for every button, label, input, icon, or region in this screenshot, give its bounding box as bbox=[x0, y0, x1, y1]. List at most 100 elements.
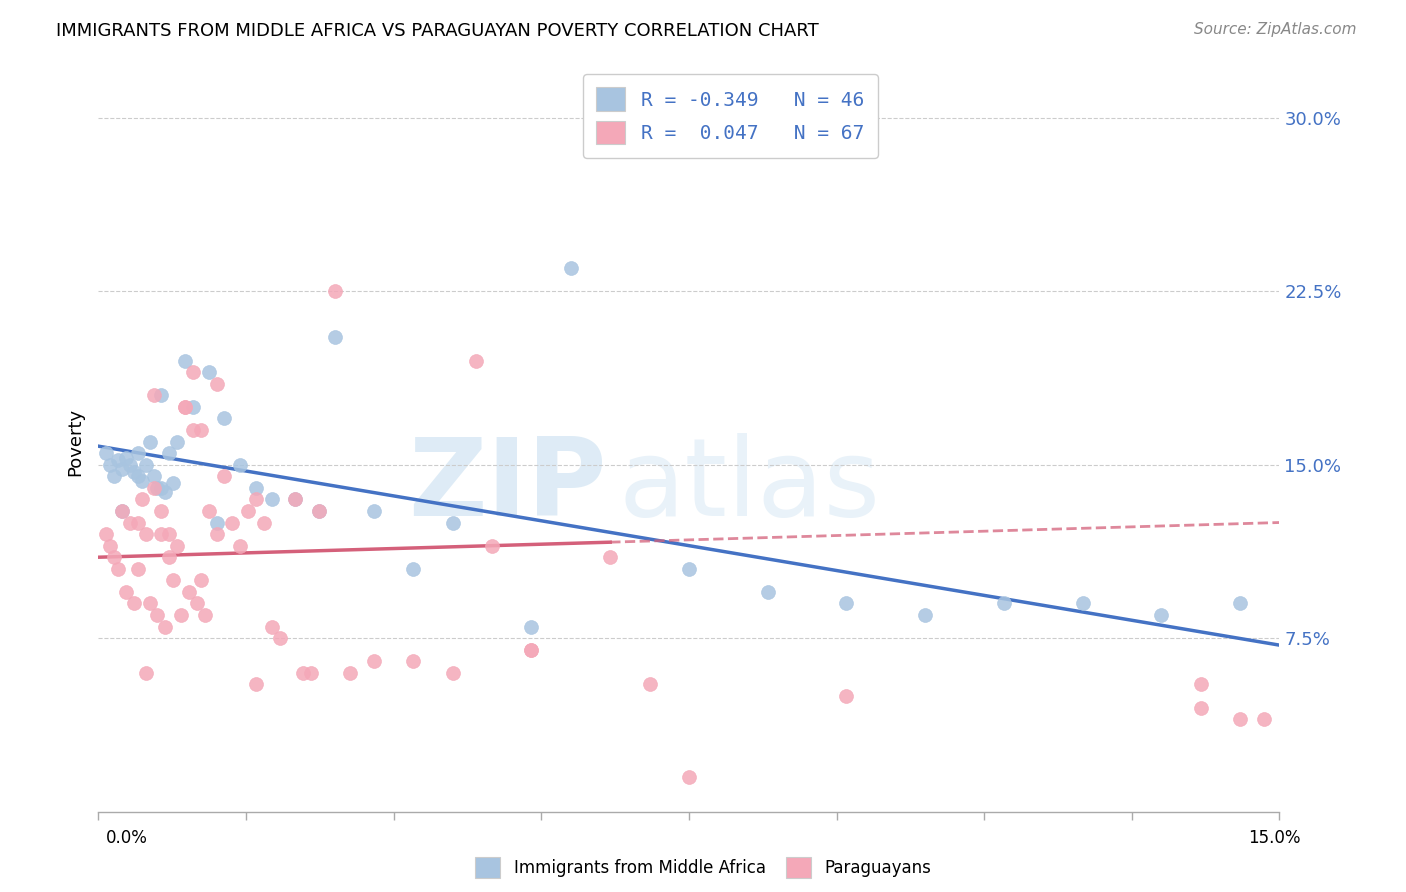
Point bbox=[1229, 712, 1251, 726]
Point bbox=[638, 677, 661, 691]
Point bbox=[299, 665, 322, 680]
Point bbox=[181, 400, 204, 414]
Point bbox=[174, 353, 197, 368]
Text: Source: ZipAtlas.com: Source: ZipAtlas.com bbox=[1194, 22, 1357, 37]
Point bbox=[142, 481, 165, 495]
Point bbox=[260, 492, 283, 507]
Point bbox=[402, 562, 425, 576]
Point bbox=[135, 665, 157, 680]
Point bbox=[599, 550, 621, 565]
Point bbox=[835, 597, 858, 611]
Point bbox=[150, 388, 173, 402]
Point bbox=[111, 504, 134, 518]
Point bbox=[323, 330, 346, 344]
Point bbox=[284, 492, 307, 507]
Point bbox=[284, 492, 307, 507]
Point bbox=[127, 446, 149, 460]
Point bbox=[402, 654, 425, 668]
Point bbox=[142, 388, 165, 402]
Point bbox=[162, 574, 184, 588]
Point bbox=[205, 376, 228, 391]
Point bbox=[993, 597, 1015, 611]
Point bbox=[756, 585, 779, 599]
Point bbox=[155, 619, 177, 633]
Point bbox=[138, 434, 160, 449]
Point bbox=[127, 562, 149, 576]
Point bbox=[181, 423, 204, 437]
Point bbox=[142, 469, 165, 483]
Point bbox=[236, 504, 259, 518]
Point bbox=[308, 504, 330, 518]
Point bbox=[96, 446, 118, 460]
Point bbox=[190, 574, 212, 588]
Point bbox=[111, 462, 134, 476]
Point bbox=[197, 504, 219, 518]
Point bbox=[190, 423, 212, 437]
Point bbox=[131, 474, 153, 488]
Point bbox=[441, 665, 464, 680]
Point bbox=[135, 458, 157, 472]
Point bbox=[323, 284, 346, 298]
Point bbox=[115, 585, 138, 599]
Point bbox=[214, 469, 236, 483]
Point bbox=[560, 260, 582, 275]
Point bbox=[127, 516, 149, 530]
Point bbox=[177, 585, 200, 599]
Point bbox=[146, 481, 169, 495]
Point bbox=[229, 539, 252, 553]
Point bbox=[150, 481, 173, 495]
Point bbox=[146, 608, 169, 623]
Point bbox=[138, 597, 160, 611]
Point bbox=[122, 465, 145, 479]
Point bbox=[214, 411, 236, 425]
Point bbox=[127, 469, 149, 483]
Point bbox=[98, 539, 121, 553]
Point bbox=[229, 458, 252, 472]
Point bbox=[520, 642, 543, 657]
Legend: Immigrants from Middle Africa, Paraguayans: Immigrants from Middle Africa, Paraguaya… bbox=[468, 851, 938, 884]
Point bbox=[363, 654, 385, 668]
Point bbox=[481, 539, 503, 553]
Point bbox=[441, 516, 464, 530]
Point bbox=[155, 485, 177, 500]
Point bbox=[520, 619, 543, 633]
Point bbox=[186, 597, 208, 611]
Point bbox=[115, 450, 138, 465]
Point bbox=[1229, 597, 1251, 611]
Point bbox=[363, 504, 385, 518]
Point bbox=[1071, 597, 1094, 611]
Text: ZIP: ZIP bbox=[408, 433, 606, 539]
Point bbox=[131, 492, 153, 507]
Point bbox=[197, 365, 219, 379]
Point bbox=[166, 434, 188, 449]
Point bbox=[1189, 700, 1212, 714]
Point bbox=[520, 642, 543, 657]
Point bbox=[111, 504, 134, 518]
Point bbox=[194, 608, 217, 623]
Point bbox=[174, 400, 197, 414]
Point bbox=[150, 527, 173, 541]
Point bbox=[157, 527, 180, 541]
Point bbox=[135, 527, 157, 541]
Point bbox=[181, 365, 204, 379]
Point bbox=[339, 665, 361, 680]
Point bbox=[157, 446, 180, 460]
Point bbox=[157, 550, 180, 565]
Point bbox=[103, 469, 125, 483]
Point bbox=[170, 608, 193, 623]
Point bbox=[308, 504, 330, 518]
Point bbox=[245, 481, 267, 495]
Point bbox=[1150, 608, 1173, 623]
Legend: R = -0.349   N = 46, R =  0.047   N = 67: R = -0.349 N = 46, R = 0.047 N = 67 bbox=[582, 74, 877, 158]
Point bbox=[166, 539, 188, 553]
Point bbox=[835, 689, 858, 703]
Y-axis label: Poverty: Poverty bbox=[66, 408, 84, 475]
Point bbox=[678, 562, 700, 576]
Point bbox=[96, 527, 118, 541]
Text: IMMIGRANTS FROM MIDDLE AFRICA VS PARAGUAYAN POVERTY CORRELATION CHART: IMMIGRANTS FROM MIDDLE AFRICA VS PARAGUA… bbox=[56, 22, 818, 40]
Point bbox=[245, 492, 267, 507]
Point bbox=[118, 516, 141, 530]
Point bbox=[269, 631, 291, 645]
Point bbox=[205, 527, 228, 541]
Point bbox=[245, 677, 267, 691]
